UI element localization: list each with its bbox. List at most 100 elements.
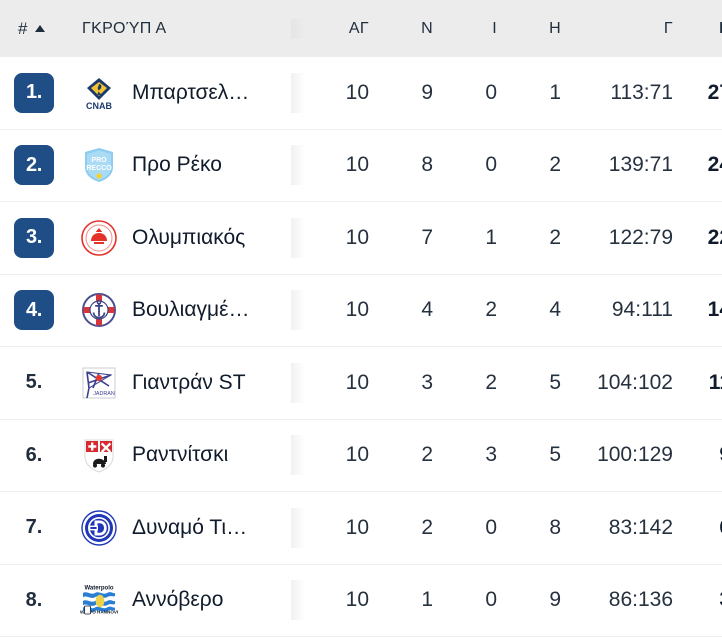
played-value: 10 — [345, 298, 369, 322]
losses-value: 5 — [549, 443, 561, 467]
team-name: Προ Ρέκο — [132, 153, 222, 177]
header-draws[interactable]: Ι — [492, 19, 497, 37]
team-cell[interactable]: Ολυμπιακός — [72, 219, 305, 257]
team-cell[interactable]: Μπαρτσελ… — [72, 74, 305, 112]
played-value: 10 — [345, 225, 369, 249]
played-value: 10 — [345, 443, 369, 467]
row-scroll-section: 10 8 0 2 139:71 24 — [305, 153, 722, 177]
draws-value: 1 — [485, 225, 497, 249]
goals-value: 113:71 — [610, 80, 673, 104]
losses-value: 2 — [549, 153, 561, 177]
team-name: Ολυμπιακός — [132, 225, 246, 249]
wins-value: 7 — [421, 225, 433, 249]
rank-cell: 7. — [0, 508, 72, 548]
cnab-crest — [80, 74, 118, 112]
row-frozen-section: 4. Βουλιαγμέ… — [0, 290, 305, 331]
goals-value: 139:71 — [608, 153, 673, 177]
goals-value: 104:102 — [597, 370, 673, 394]
team-name: Γιαντράν ST — [132, 370, 246, 394]
row-scroll-section: 10 7 1 2 122:79 22 — [305, 226, 722, 250]
rank-number: 6. — [25, 443, 43, 466]
header-rank[interactable]: # — [0, 19, 72, 39]
row-frozen-section: 7. Δυναμό Τι… — [0, 507, 305, 548]
team-cell[interactable]: Βουλιαγμέ… — [72, 291, 305, 329]
draws-value: 0 — [485, 153, 497, 177]
team-cell[interactable]: Δυναμό Τι… — [72, 509, 305, 547]
table-row[interactable]: 6. Ραντνίτσκι 10 2 3 5 100:1299 — [0, 419, 722, 492]
wins-value: 2 — [421, 443, 433, 467]
row-scroll-section: 10 3 2 5 104:102 11 — [305, 371, 722, 395]
row-scroll-section: 10 9 0 1 113:71 27 — [305, 81, 722, 105]
points-value: 24 — [707, 153, 722, 177]
pro-recco-crest — [80, 146, 118, 184]
team-name: Ραντνίτσκι — [132, 443, 229, 467]
jadran-crest — [80, 364, 118, 402]
rank-number: 5. — [25, 371, 43, 394]
rank-cell: 1. — [0, 72, 72, 113]
team-cell[interactable]: Γιαντράν ST — [72, 364, 305, 402]
losses-value: 5 — [549, 370, 561, 394]
played-value: 10 — [345, 370, 369, 394]
wins-value: 2 — [421, 515, 433, 539]
header-wins[interactable]: Ν — [421, 19, 433, 37]
rank-cell: 3. — [0, 217, 72, 258]
wins-value: 1 — [421, 588, 433, 612]
row-scroll-section: 10 2 3 5 100:1299 — [305, 443, 722, 467]
row-frozen-section: 3. Ολυμπιακός — [0, 217, 305, 258]
row-frozen-section: 2. Προ Ρέκο — [0, 145, 305, 186]
rank-cell: 8. — [0, 580, 72, 620]
table-row[interactable]: 1. Μπαρτσελ… 10 9 0 1 113:71 27 — [0, 57, 722, 130]
losses-value: 1 — [549, 80, 561, 104]
goals-value: 100:129 — [597, 443, 673, 467]
points-value: 3 — [673, 588, 722, 612]
radnicki-crest — [80, 436, 118, 474]
rank-hash-label: # — [18, 18, 28, 38]
wins-value: 9 — [421, 80, 433, 104]
header-played[interactable]: ΑΓ — [348, 19, 369, 37]
table-row[interactable]: 7. Δυναμό Τι… 10 2 0 8 83:1426 — [0, 492, 722, 565]
team-name: Αννόβερο — [132, 588, 224, 612]
table-row[interactable]: 3. Ολυμπιακός 10 7 1 2 122:79 22 — [0, 202, 722, 275]
table-row[interactable]: 2. Προ Ρέκο 10 8 0 2 139:71 24 — [0, 129, 722, 202]
team-name: Δυναμό Τι… — [132, 515, 248, 539]
table-row[interactable]: 4. Βουλιαγμέ… 10 4 2 4 94:111 14 — [0, 274, 722, 347]
team-name: Βουλιαγμέ… — [132, 298, 250, 322]
rank-cell: 4. — [0, 290, 72, 331]
rank-number: 8. — [25, 588, 43, 611]
team-cell[interactable]: Αννόβερο — [72, 581, 305, 619]
vouliagmeni-crest — [80, 291, 118, 329]
sort-ascending-icon[interactable] — [34, 25, 45, 32]
rank-number: 7. — [25, 516, 43, 539]
header-goals[interactable]: Γ — [663, 19, 673, 37]
table-row[interactable]: 5. Γιαντράν ST 10 3 2 5 104:102 11 — [0, 347, 722, 420]
points-value: 11 — [708, 370, 722, 394]
played-value: 10 — [345, 153, 369, 177]
wins-value: 4 — [421, 298, 433, 322]
played-value: 10 — [345, 515, 369, 539]
rank-badge: 3. — [14, 217, 54, 258]
header-points[interactable]: Β — [673, 20, 722, 38]
header-group[interactable]: ΓΚΡΟΎΠ Α — [72, 20, 305, 38]
row-scroll-section: 10 4 2 4 94:111 14 — [305, 298, 722, 322]
row-frozen-section: 8. Αννόβερο — [0, 580, 305, 621]
team-cell[interactable]: Ραντνίτσκι — [72, 436, 305, 474]
draws-value: 3 — [485, 443, 497, 467]
points-value: 6 — [673, 516, 722, 540]
points-value: 9 — [673, 443, 722, 467]
team-name: Μπαρτσελ… — [132, 80, 250, 104]
header-group-label: ΓΚΡΟΎΠ Α — [82, 19, 167, 37]
table-header-row: # ΓΚΡΟΎΠ Α ΑΓ Ν Ι Η Γ Β — [0, 0, 722, 57]
goals-value: 94:111 — [611, 298, 673, 322]
olympiacos-crest — [80, 219, 118, 257]
rank-cell: 2. — [0, 145, 72, 186]
losses-value: 9 — [549, 588, 561, 612]
losses-value: 2 — [549, 225, 561, 249]
wins-value: 8 — [421, 153, 433, 177]
rank-badge: 1. — [14, 72, 54, 113]
header-losses[interactable]: Η — [549, 19, 561, 37]
team-cell[interactable]: Προ Ρέκο — [72, 146, 305, 184]
draws-value: 2 — [485, 298, 497, 322]
